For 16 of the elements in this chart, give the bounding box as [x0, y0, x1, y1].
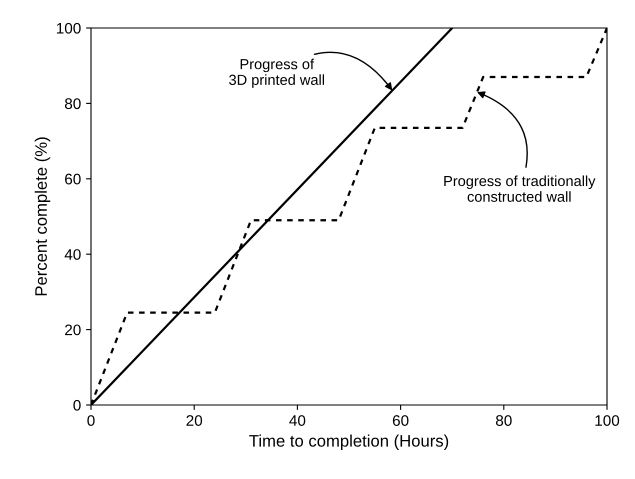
x-tick-label: 80 [496, 415, 512, 426]
y-tick-label: 100 [56, 22, 81, 34]
y-tick-label: 40 [64, 249, 81, 260]
x-tick-label: 20 [186, 415, 202, 426]
x-tick-label: 60 [392, 415, 408, 426]
y-axis-title: Percent complete (%) [34, 137, 50, 296]
x-tick-label: 0 [87, 415, 95, 426]
annotation: Progress of 3D printed wall [229, 58, 324, 88]
y-tick-label: 60 [65, 174, 81, 184]
y-tick-label: 20 [65, 324, 81, 336]
y-tick-label: 80 [64, 98, 81, 110]
x-axis-title: Time to completion (Hours) [249, 434, 448, 450]
annotation: Progress of traditionally constructed wall [444, 175, 596, 202]
x-tick-label: 100 [595, 415, 620, 426]
x-tick-label: 40 [289, 415, 306, 426]
y-tick-label: 0 [73, 400, 81, 411]
